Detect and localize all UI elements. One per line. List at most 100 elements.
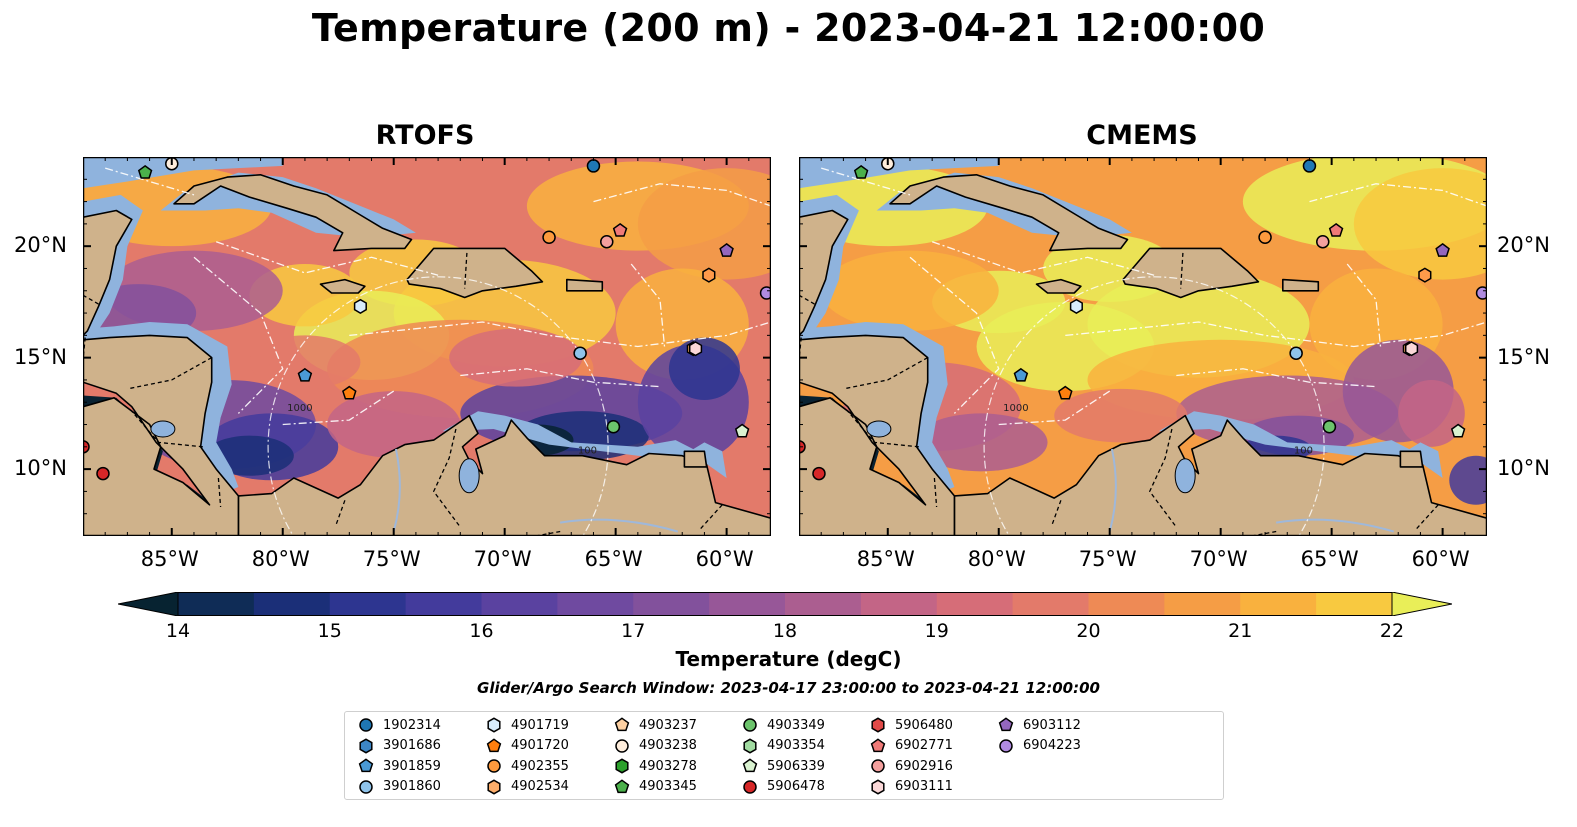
float-marker-3901860 xyxy=(573,346,587,360)
lon-tick-label: 80°W xyxy=(251,547,310,571)
temperature-anomaly xyxy=(668,337,740,401)
lat-tick-label-right: 20°N xyxy=(1497,233,1550,258)
lat-tick-label-left: 20°N xyxy=(14,233,67,258)
lon-tick-label: 85°W xyxy=(856,547,915,571)
eez-boundary xyxy=(460,368,661,388)
country-border xyxy=(464,252,468,289)
country-border xyxy=(799,337,802,360)
eez-boundary xyxy=(215,241,439,276)
hexagon-icon xyxy=(871,778,885,795)
legend-label: 5906478 xyxy=(767,779,825,794)
float-marker-6903112 xyxy=(1435,242,1450,257)
eez-boundary xyxy=(983,276,1325,536)
float-marker-6902771 xyxy=(612,222,628,237)
country-border xyxy=(83,337,86,360)
legend-label: 1902314 xyxy=(383,717,441,733)
float-marker-6902916 xyxy=(600,234,614,249)
legend-item-5906478: 5906478 xyxy=(741,777,825,797)
eez-boundary xyxy=(931,241,1155,276)
lon-tick-label: 60°W xyxy=(1411,547,1470,571)
legend-item-4903238: 4903238 xyxy=(613,736,697,756)
pentagon-icon xyxy=(358,758,374,773)
country-border xyxy=(843,357,929,390)
float-marker xyxy=(1418,267,1432,283)
legend-item-5906339: 5906339 xyxy=(741,756,825,776)
legend-label: 4903345 xyxy=(639,779,697,794)
float-marker-3901859 xyxy=(1013,367,1029,382)
panel-title-cmems: CMEMS xyxy=(1086,120,1198,151)
float-legend: 1902314 3901686 3901859 3901860 4901719 49017… xyxy=(344,711,1224,800)
float-marker-4902355 xyxy=(542,230,556,245)
eez-boundary xyxy=(1309,183,1487,207)
river xyxy=(392,448,401,532)
eez-boundary xyxy=(909,256,1000,414)
float-marker-1902314 xyxy=(1302,159,1317,173)
land-hispaniola xyxy=(1122,247,1260,299)
temperature-anomaly xyxy=(249,335,361,389)
legend-label: 3901860 xyxy=(383,779,441,794)
legend-marker xyxy=(614,778,630,793)
eez-boundary xyxy=(1065,321,1487,348)
float-marker-6903111 xyxy=(688,341,703,357)
legend-label: 6902771 xyxy=(895,738,953,753)
temperature-anomaly xyxy=(1449,455,1487,505)
temperature-anomaly xyxy=(1398,379,1465,447)
legend-item-6903111: 6903111 xyxy=(869,777,953,797)
float-marker-3901859 xyxy=(297,367,313,382)
country-border xyxy=(1415,504,1439,530)
map-panel-cmems: 1000 100 xyxy=(799,157,1487,536)
legend-marker xyxy=(871,717,885,733)
land-yucatan xyxy=(83,209,133,337)
float-marker-4901720 xyxy=(342,385,357,400)
land-trinidad xyxy=(1399,450,1424,468)
lake-maracaibo xyxy=(458,458,480,494)
legend-label: 3901686 xyxy=(383,738,441,753)
legend-marker xyxy=(615,738,629,753)
colorbar-tick-label: 20 xyxy=(1076,620,1101,642)
lake-nicaragua xyxy=(150,420,176,438)
colorbar-bin xyxy=(178,592,255,616)
eez-boundary xyxy=(282,390,395,426)
colorbar-tick-label: 19 xyxy=(924,620,949,642)
legend-marker xyxy=(487,717,501,733)
hexagon-icon xyxy=(359,737,373,754)
float-marker-6903111 xyxy=(1404,341,1419,357)
legend-item-4902355: 4902355 xyxy=(485,756,569,776)
lake-maracaibo xyxy=(1174,458,1196,494)
float-marker-1902314 xyxy=(586,159,601,173)
legend-label: 4902534 xyxy=(511,779,569,794)
pentagon-icon xyxy=(614,717,630,732)
float-marker-4903349 xyxy=(606,420,621,434)
float-marker-4903345 xyxy=(137,164,153,179)
legend-item-3901859: 3901859 xyxy=(357,756,441,776)
float-marker-6904223 xyxy=(759,286,771,300)
legend-label: 6903112 xyxy=(1023,717,1081,733)
country-border xyxy=(127,357,213,390)
float-marker-6902916 xyxy=(1316,234,1330,249)
float-marker-5906478 xyxy=(812,466,826,481)
land-hispaniola xyxy=(406,247,544,299)
country-border xyxy=(933,477,938,508)
lat-tick-label-right: 10°N xyxy=(1497,456,1550,481)
float-marker-5906339 xyxy=(734,423,750,438)
river xyxy=(1276,518,1395,533)
eez-boundary xyxy=(1176,368,1377,388)
legend-marker xyxy=(358,758,374,773)
eez-boundary xyxy=(193,256,284,414)
float-marker-4903349 xyxy=(1322,420,1337,434)
gulf-of-mexico xyxy=(799,157,999,189)
country-border xyxy=(217,477,222,508)
colorbar-bin xyxy=(1164,592,1241,616)
contour-label: 100 xyxy=(578,446,597,457)
land-puertorico xyxy=(1282,278,1320,292)
colorbar-tick-label: 14 xyxy=(165,620,191,642)
colorbar-bin xyxy=(1240,592,1317,616)
land-jamaica xyxy=(319,278,366,294)
panel-title-rtofs: RTOFS xyxy=(375,120,475,151)
legend-label: 4903349 xyxy=(767,717,825,733)
legend-label: 4901719 xyxy=(511,717,569,733)
legend-marker xyxy=(359,718,373,732)
temperature-anomaly xyxy=(1054,388,1188,443)
colorbar-bin xyxy=(633,592,710,616)
figure-title: Temperature (200 m) - 2023-04-21 12:00:0… xyxy=(311,6,1266,50)
